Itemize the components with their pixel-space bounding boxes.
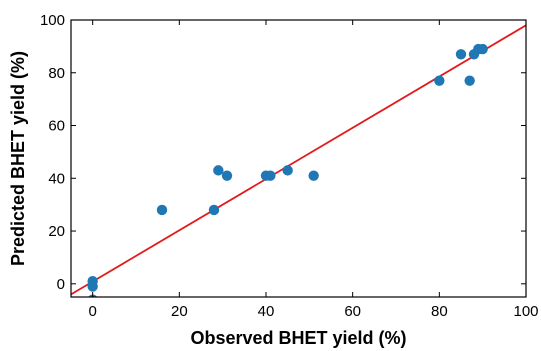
y-tick-label: 20 [48,223,65,240]
plot-background [71,20,526,297]
data-point [455,49,467,60]
x-tick-label: 80 [431,303,448,320]
y-axis-label: Predicted BHET yield (%) [8,51,28,266]
axes-frame [70,19,527,298]
data-point [265,170,276,181]
y-tick-label: 0 [57,276,65,293]
plot-frame [70,19,527,298]
x-tick-label: 20 [171,303,188,320]
x-axis-label: Observed BHET yield (%) [190,328,406,348]
fit-line-layer [71,24,526,296]
x-tick-label: 0 [88,303,96,320]
y-tick-label: 80 [48,65,65,82]
data-point [477,43,488,55]
data-point [208,204,220,216]
data-point [308,170,319,181]
axis-ticks: 0 20 40 60 80 100 0 20 40 60 80 100 [40,12,539,320]
x-tick-label: 100 [513,303,538,320]
data-point [282,165,293,176]
y-tick-label: 60 [48,118,65,135]
data-point [213,165,224,176]
x-tick-label: 60 [344,303,361,320]
data-points [87,43,488,297]
fit-line [71,24,526,296]
data-point [434,75,445,86]
data-point [464,75,475,86]
plot-area [71,20,526,297]
data-point [156,204,168,216]
y-tick-label: 40 [48,170,65,187]
data-point [87,281,98,292]
x-tick-label: 40 [258,303,275,320]
data-point [221,170,233,181]
y-tick-label: 100 [40,12,65,29]
